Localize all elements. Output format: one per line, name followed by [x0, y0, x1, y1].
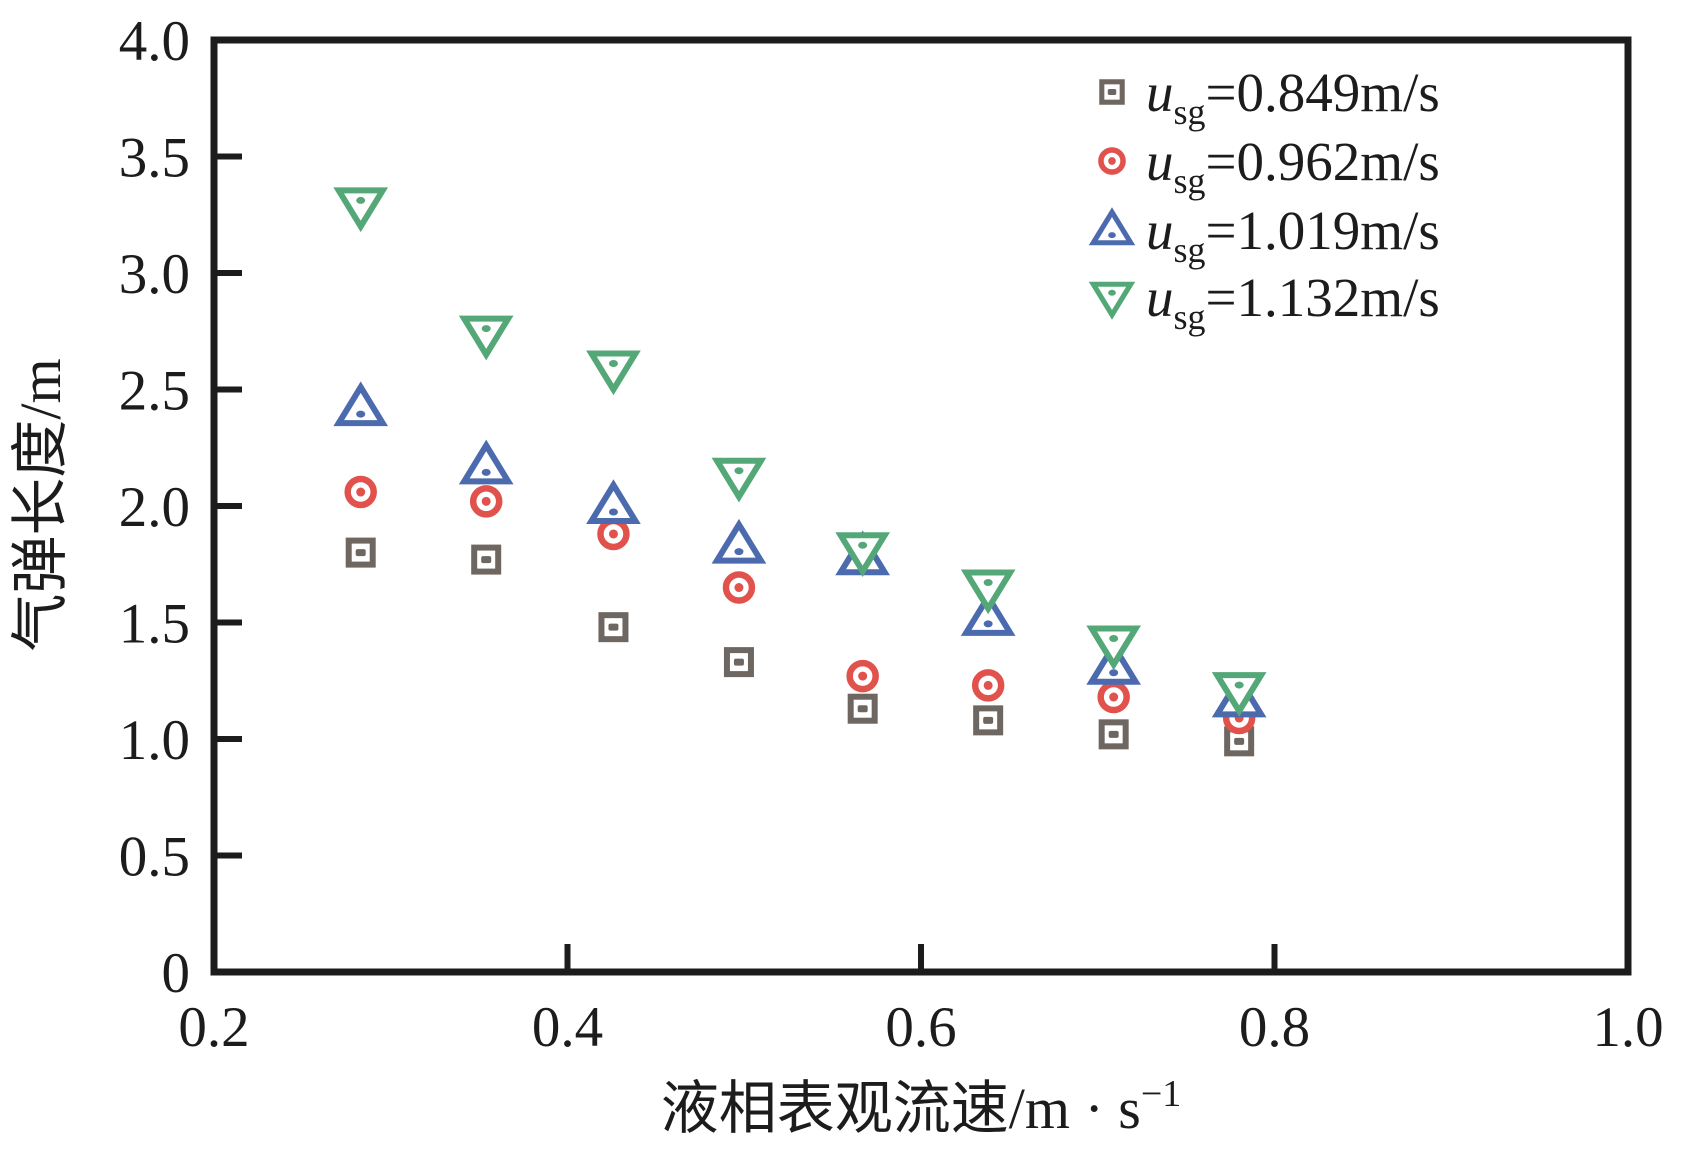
legend-item: usg=0.962m/s — [1098, 131, 1440, 201]
data-point — [971, 669, 1005, 702]
data-point — [847, 693, 878, 724]
x-axis-title-superscript: −1 — [1141, 1073, 1181, 1115]
data-point — [586, 350, 641, 396]
series-u_sg=0.849m/s — [345, 537, 1255, 757]
x-tick-label: 0.4 — [532, 996, 603, 1059]
data-point — [722, 571, 756, 604]
y-tick-label: 0 — [162, 942, 191, 1005]
data-point — [471, 544, 502, 575]
series-u_sg=0.962m/s — [344, 475, 1256, 735]
data-point — [1211, 672, 1267, 717]
legend-item: usg=1.019m/s — [1088, 200, 1440, 270]
legend-label: usg=1.019m/s — [1146, 200, 1440, 270]
series-u_sg=1.132m/s — [333, 187, 1267, 717]
y-tick-label: 4.0 — [119, 10, 190, 73]
y-tick-label: 1.0 — [119, 709, 190, 772]
y-axis-title: 气弹长度/m — [8, 358, 73, 651]
data-point — [586, 479, 641, 524]
legend-marker-triangle-up — [1088, 207, 1136, 246]
data-point — [345, 537, 376, 568]
data-point — [1086, 625, 1142, 671]
data-point — [333, 381, 389, 427]
x-axis-ticks: 0.2 0.4 0.6 0.8 1.0 — [178, 944, 1664, 1059]
y-tick-label: 0.5 — [119, 826, 190, 889]
x-tick-label: 1.0 — [1592, 996, 1663, 1059]
y-axis-ticks: 0 0.5 1.0 1.5 2.0 2.5 3.0 3.5 4.0 — [119, 10, 242, 1005]
data-point — [598, 612, 629, 643]
data-point — [723, 647, 754, 678]
legend-marker-circle — [1098, 147, 1126, 175]
data-point — [458, 315, 514, 361]
data-point — [333, 187, 389, 233]
data-point — [1098, 719, 1129, 750]
data-point — [458, 439, 514, 485]
legend-item: usg=1.132m/s — [1088, 267, 1440, 337]
x-axis-title: 液相表观流速/m · s−1 — [661, 1073, 1182, 1141]
data-point — [711, 518, 767, 564]
data-point — [973, 705, 1004, 736]
y-tick-label: 1.5 — [119, 593, 190, 656]
legend-label: usg=0.849m/s — [1146, 62, 1440, 132]
data-point — [597, 517, 630, 551]
legend-label: usg=0.962m/s — [1146, 131, 1440, 201]
x-tick-label: 0.6 — [885, 996, 956, 1059]
data-point — [1097, 680, 1130, 714]
legend-label: usg=1.132m/s — [1146, 267, 1440, 337]
x-tick-label: 0.8 — [1239, 996, 1310, 1059]
data-point — [711, 457, 767, 503]
data-point — [344, 475, 377, 509]
legend-marker-triangle-down — [1088, 281, 1136, 320]
legend-marker-square — [1099, 79, 1125, 105]
data-point — [469, 485, 503, 518]
data-point — [960, 569, 1016, 615]
data-point — [835, 532, 891, 578]
legend: usg=0.849m/susg=0.962m/susg=1.019m/susg=… — [1088, 62, 1440, 337]
y-tick-label: 3.0 — [119, 243, 190, 306]
data-point — [846, 659, 879, 693]
x-tick-label: 0.2 — [178, 996, 249, 1059]
data-point — [960, 591, 1016, 636]
legend-item: usg=0.849m/s — [1099, 62, 1440, 132]
y-tick-label: 2.0 — [119, 476, 190, 539]
y-tick-label: 2.5 — [119, 360, 190, 423]
y-tick-label: 3.5 — [119, 127, 190, 190]
plot-area: 0.2 0.4 0.6 0.8 1.0 0 0.5 1.0 1.5 2.0 2.5 3.0 3.5 4.0… — [119, 10, 1664, 1059]
